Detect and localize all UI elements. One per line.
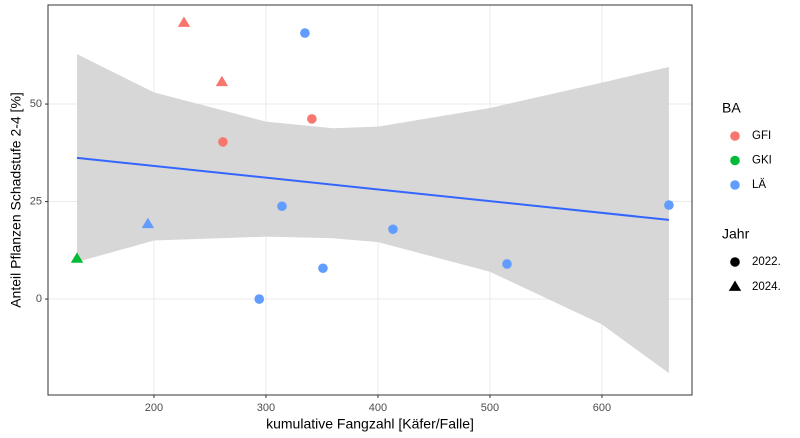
triangle-point: [70, 252, 84, 263]
x-tick-label: 400: [369, 402, 387, 414]
triangle-point: [215, 75, 229, 87]
point: [730, 257, 740, 267]
confidence-band: [77, 54, 669, 374]
legend-label: 2022.: [752, 256, 781, 268]
legend-title: Jahr: [722, 226, 750, 242]
legend-label: GKI: [752, 155, 772, 167]
legend-label: 2024.: [752, 281, 781, 293]
point: [300, 28, 310, 38]
legend-label: GFI: [752, 130, 771, 142]
x-tick-label: 200: [145, 402, 163, 414]
point: [730, 155, 740, 166]
y-tick-label: 25: [30, 195, 42, 207]
triangle-point: [728, 280, 742, 291]
y-axis-title: Anteil Pflanzen Schadstufe 2-4 [%]: [8, 92, 24, 308]
point: [218, 137, 228, 147]
point: [307, 114, 317, 124]
point: [318, 263, 328, 274]
point: [730, 131, 740, 141]
point: [664, 200, 674, 210]
point: [502, 259, 512, 269]
fit-line: [76, 156, 670, 221]
triangle-point: [141, 217, 155, 229]
point: [277, 201, 287, 212]
x-axis-title: kumulative Fangzahl [Käfer/Falle]: [266, 416, 474, 432]
triangle-point: [177, 16, 191, 27]
x-tick-label: 600: [593, 402, 611, 414]
legend-label: LÄ: [752, 179, 766, 191]
legend-title: BA: [722, 100, 741, 116]
point: [730, 180, 740, 190]
x-tick-label: 500: [481, 402, 499, 414]
point: [388, 224, 398, 235]
y-tick-label: 0: [36, 293, 42, 305]
x-tick-label: 300: [257, 402, 275, 414]
y-tick-label: 50: [30, 98, 42, 110]
point: [254, 294, 265, 304]
panel-border: [47, 4, 693, 396]
